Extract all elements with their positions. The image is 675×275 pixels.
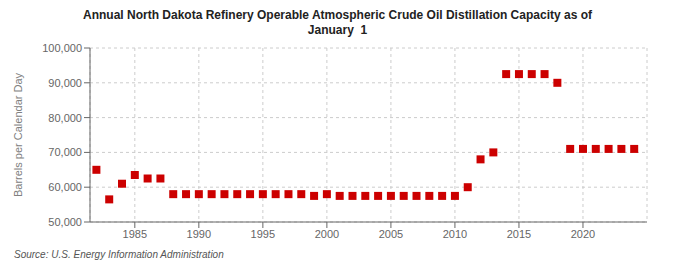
svg-text:2010: 2010 — [443, 228, 467, 240]
html-text:January 1: January 1 — [307, 23, 368, 37]
svg-text:100,000: 100,000 — [42, 42, 82, 54]
html-text:Annual North Dakota Refinery O: Annual North Dakota Refinery Operable At… — [83, 8, 592, 22]
svg-text:2005: 2005 — [379, 228, 403, 240]
svg-text:Barrels per Calendar Day: Barrels per Calendar Day — [12, 72, 24, 197]
svg-text:80,000: 80,000 — [48, 112, 82, 124]
svg-text:1990: 1990 — [187, 228, 211, 240]
html-text:Source: U.S. Energy Informatio: Source: U.S. Energy Information Administ… — [14, 249, 224, 260]
svg-text:2015: 2015 — [507, 228, 531, 240]
svg-text:1985: 1985 — [123, 228, 147, 240]
svg-text:90,000: 90,000 — [48, 77, 82, 89]
svg-text:2020: 2020 — [571, 228, 595, 240]
svg-text:60,000: 60,000 — [48, 181, 82, 193]
svg-text:1995: 1995 — [251, 228, 275, 240]
svg-text:50,000: 50,000 — [48, 216, 82, 228]
svg-text:70,000: 70,000 — [48, 146, 82, 158]
svg-text:2000: 2000 — [315, 228, 339, 240]
